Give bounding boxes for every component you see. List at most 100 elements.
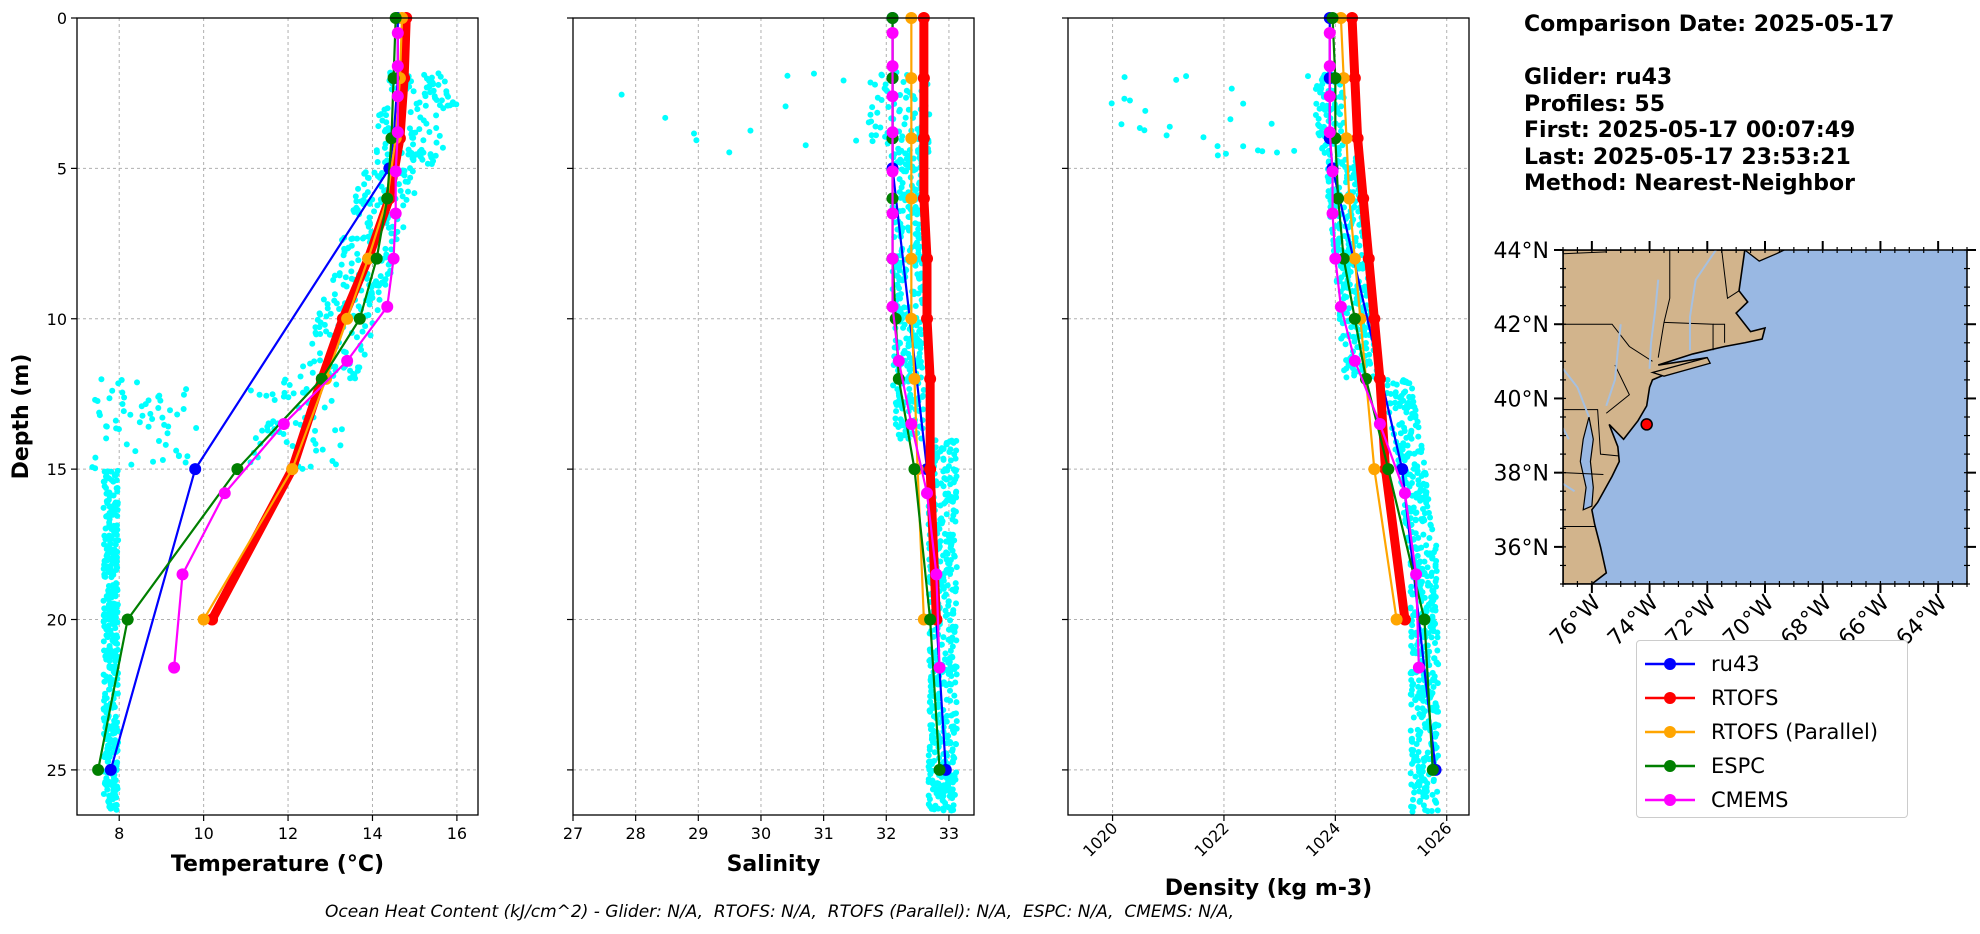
glider-point (264, 427, 271, 434)
glider-point (920, 406, 927, 413)
glider-point (127, 411, 134, 418)
glider-point (1420, 697, 1427, 704)
glider-point (100, 638, 107, 645)
series-point (391, 90, 404, 103)
glider-point (162, 441, 169, 448)
glider-point (113, 564, 120, 571)
glider-point (1434, 680, 1441, 687)
glider-point (1336, 316, 1343, 323)
glider-point (919, 364, 926, 371)
glider-point (933, 790, 940, 797)
glider-point (383, 112, 390, 119)
glider-point (874, 94, 881, 101)
glider-point (1423, 605, 1430, 612)
glider-point (102, 536, 109, 543)
glider-point (1418, 442, 1425, 449)
glider-point (1341, 281, 1348, 288)
glider-point (321, 321, 328, 328)
glider-point (114, 601, 121, 608)
glider-point (1418, 516, 1425, 523)
glider-point (867, 79, 874, 86)
glider-point (953, 564, 960, 571)
glider-point (336, 272, 343, 279)
glider-point (292, 419, 299, 426)
glider-point (947, 617, 954, 624)
glider-point (147, 410, 154, 417)
glider-point (1409, 682, 1416, 689)
glider-point (949, 547, 956, 554)
glider-point (427, 151, 434, 158)
glider-point (1412, 422, 1419, 429)
glider-point (1434, 634, 1441, 641)
glider-point (374, 159, 381, 166)
series-point (92, 763, 105, 776)
glider-point (1398, 420, 1405, 427)
glider-point (367, 332, 374, 339)
glider-point (1316, 105, 1323, 112)
legend-label: RTOFS (Parallel) (1711, 720, 1879, 744)
glider-point (1348, 324, 1355, 331)
glider-point (899, 179, 906, 186)
glider-point (420, 149, 427, 156)
glider-position-marker (1640, 418, 1653, 431)
glider-point (1350, 163, 1357, 170)
glider-point (1407, 588, 1414, 595)
glider-point (361, 170, 368, 177)
glider-point (107, 535, 114, 542)
glider-point (324, 301, 331, 308)
glider-point (912, 231, 919, 238)
series-point (892, 354, 905, 367)
glider-point (109, 587, 116, 594)
glider-point (180, 391, 187, 398)
glider-point (912, 187, 919, 194)
x-tick-label: 1020 (1079, 818, 1121, 860)
glider-point (1422, 470, 1429, 477)
glider-point (950, 807, 957, 814)
glider-point (110, 569, 117, 576)
glider-point (361, 181, 368, 188)
glider-point (1409, 385, 1416, 392)
glider-point (433, 112, 440, 119)
glider-point (1351, 334, 1358, 341)
series-cmems (886, 27, 946, 674)
glider-point (303, 385, 310, 392)
glider-point (381, 106, 388, 113)
glider-point (103, 423, 110, 430)
glider-point (271, 397, 278, 404)
glider-point (319, 446, 326, 453)
glider-point (1434, 788, 1441, 795)
glider-point (946, 560, 953, 567)
glider-point (114, 506, 121, 513)
land (1563, 250, 1767, 584)
glider-point (951, 773, 958, 780)
glider-point (432, 95, 439, 102)
glider-point (1427, 514, 1434, 521)
glider-point (113, 801, 120, 808)
glider-point (106, 686, 113, 693)
glider-point (155, 438, 162, 445)
glider-point (1414, 781, 1421, 788)
comparison-date: Comparison Date: 2025-05-17 (1524, 12, 1895, 37)
axes-frame (76, 17, 479, 816)
glider-point (892, 399, 899, 406)
glider-point (897, 291, 904, 298)
glider-point (931, 806, 938, 813)
glider-point (946, 793, 953, 800)
series-point (933, 763, 946, 776)
lon-tick-label: 76°W (1545, 590, 1606, 651)
glider-point (337, 442, 344, 449)
glider-point (317, 357, 324, 364)
x-tick-label: 1026 (1413, 818, 1455, 860)
glider-point (355, 303, 362, 310)
glider-point (104, 786, 111, 793)
glider-point (1317, 89, 1324, 96)
glider-point (1423, 784, 1430, 791)
glider-point (1428, 627, 1435, 634)
legend-item-rtofs-parallel: RTOFS (Parallel) (1643, 715, 1878, 749)
glider-point (401, 172, 408, 179)
glider-point (113, 522, 120, 529)
glider-point (112, 737, 119, 744)
glider-point (903, 94, 910, 101)
glider-point (1434, 647, 1441, 654)
glider-point (1417, 497, 1424, 504)
